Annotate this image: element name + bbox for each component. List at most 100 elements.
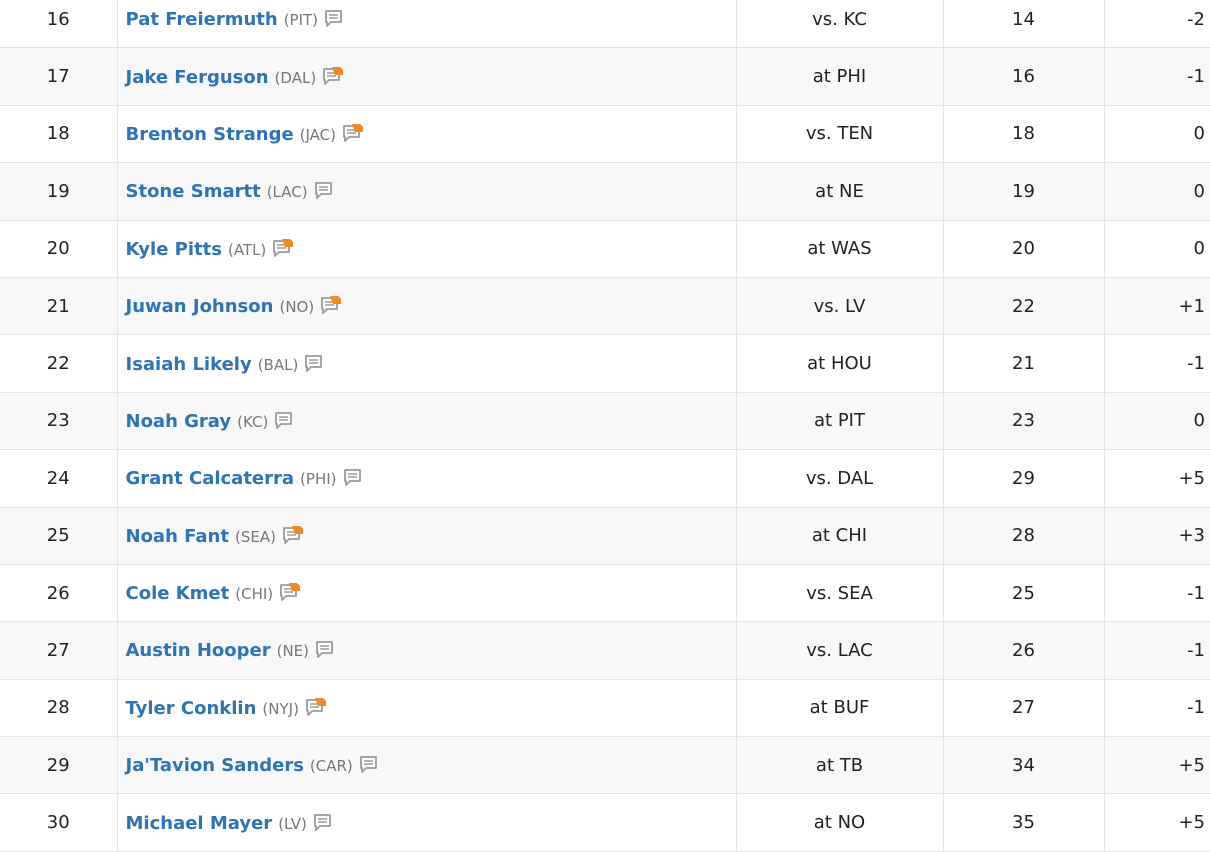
note-new-icon[interactable]: [282, 525, 304, 545]
change-cell: -1: [1104, 564, 1210, 623]
opponent-cell: at BUF: [736, 679, 944, 738]
team-abbr: (CAR): [309, 757, 353, 776]
change-cell: +5: [1104, 449, 1210, 508]
player-cell: Michael Mayer (LV): [117, 793, 737, 852]
projection-cell: 14: [943, 0, 1105, 49]
projection-cell: 28: [943, 507, 1105, 565]
projection-cell: 26: [943, 621, 1105, 680]
change-cell: -1: [1104, 621, 1210, 680]
team-abbr: (JAC): [299, 125, 337, 144]
team-abbr: (CHI): [235, 585, 274, 604]
player-link[interactable]: Noah Fant: [125, 525, 229, 547]
player-link[interactable]: Jake Ferguson: [125, 66, 269, 88]
note-icon[interactable]: [314, 180, 336, 200]
player-link[interactable]: Brenton Strange: [125, 123, 294, 145]
player-cell: Grant Calcaterra (PHI): [117, 449, 737, 508]
player-link[interactable]: Kyle Pitts: [125, 238, 222, 260]
player-cell: Brenton Strange (JAC): [117, 105, 737, 164]
note-icon[interactable]: [343, 467, 365, 487]
rank-cell: 22: [0, 334, 118, 393]
change-cell: 0: [1104, 162, 1210, 221]
table-row: 24 Grant Calcaterra (PHI) vs. DAL 29 +5: [0, 449, 1210, 508]
rank-cell: 25: [0, 507, 118, 565]
opponent-cell: at PHI: [736, 47, 944, 106]
player-cell: Noah Gray (KC): [117, 392, 737, 451]
opponent-cell: at WAS: [736, 220, 944, 278]
change-cell: +1: [1104, 277, 1210, 336]
opponent-cell: at PIT: [736, 392, 944, 451]
change-cell: 0: [1104, 105, 1210, 164]
rank-cell: 23: [0, 392, 118, 451]
player-cell: Juwan Johnson (NO): [117, 277, 737, 336]
player-link[interactable]: Grant Calcaterra: [125, 468, 295, 490]
table-row: 28 Tyler Conklin (NYJ) at BUF 27 -1: [0, 679, 1210, 738]
rank-cell: 26: [0, 564, 118, 623]
player-cell: Ja'Tavion Sanders (CAR): [117, 736, 737, 795]
player-cell: Isaiah Likely (BAL): [117, 334, 737, 393]
player-link[interactable]: Juwan Johnson: [125, 296, 274, 318]
player-link[interactable]: Austin Hooper: [125, 640, 271, 662]
player-link[interactable]: Noah Gray: [125, 410, 232, 432]
rank-cell: 17: [0, 47, 118, 106]
team-abbr: (BAL): [257, 355, 299, 374]
note-new-icon[interactable]: [320, 295, 342, 315]
table-row: 18 Brenton Strange (JAC) vs. TEN 18 0: [0, 105, 1210, 164]
rank-cell: 21: [0, 277, 118, 336]
note-icon[interactable]: [324, 8, 346, 28]
opponent-cell: vs. DAL: [736, 449, 944, 508]
table-row: 30 Michael Mayer (LV) at NO 35 +5: [0, 793, 1210, 852]
rank-cell: 29: [0, 736, 118, 795]
rank-cell: 27: [0, 621, 118, 680]
player-link[interactable]: Tyler Conklin: [125, 697, 257, 719]
player-link[interactable]: Cole Kmet: [125, 583, 230, 605]
opponent-cell: vs. SEA: [736, 564, 944, 623]
team-abbr: (NYJ): [262, 699, 299, 718]
change-cell: 0: [1104, 392, 1210, 451]
projection-cell: 34: [943, 736, 1105, 795]
note-icon[interactable]: [315, 639, 337, 659]
table-row: 20 Kyle Pitts (ATL) at WAS 20 0: [0, 220, 1210, 278]
team-abbr: (SEA): [234, 527, 276, 546]
projection-cell: 20: [943, 220, 1105, 278]
opponent-cell: vs. LAC: [736, 621, 944, 680]
player-link[interactable]: Pat Freiermuth: [125, 9, 278, 31]
projection-cell: 35: [943, 793, 1105, 852]
note-new-icon[interactable]: [305, 697, 327, 717]
player-link[interactable]: Isaiah Likely: [125, 353, 252, 375]
change-cell: -1: [1104, 334, 1210, 393]
table-row: 21 Juwan Johnson (NO) vs. LV 22 +1: [0, 277, 1210, 336]
note-new-icon[interactable]: [272, 238, 294, 258]
table-row: 19 Stone Smartt (LAC) at NE 19 0: [0, 162, 1210, 221]
player-link[interactable]: Michael Mayer: [125, 812, 273, 834]
opponent-cell: at NO: [736, 793, 944, 852]
opponent-cell: at NE: [736, 162, 944, 221]
player-link[interactable]: Stone Smartt: [125, 181, 261, 203]
team-abbr: (LAC): [266, 183, 308, 202]
team-abbr: (LV): [278, 814, 307, 833]
change-cell: +5: [1104, 736, 1210, 795]
team-abbr: (KC): [237, 412, 269, 431]
note-new-icon[interactable]: [279, 582, 301, 602]
table-row: 29 Ja'Tavion Sanders (CAR) at TB 34 +5: [0, 736, 1210, 795]
opponent-cell: vs. LV: [736, 277, 944, 336]
team-abbr: (PIT): [283, 11, 319, 30]
table-row: 17 Jake Ferguson (DAL) at PHI 16 -1: [0, 47, 1210, 106]
player-link[interactable]: Ja'Tavion Sanders: [125, 755, 304, 777]
change-cell: +5: [1104, 793, 1210, 852]
team-abbr: (NE): [276, 642, 309, 661]
rank-cell: 24: [0, 449, 118, 508]
change-cell: +3: [1104, 507, 1210, 565]
change-cell: -1: [1104, 47, 1210, 106]
note-icon[interactable]: [304, 353, 326, 373]
note-icon[interactable]: [313, 812, 335, 832]
opponent-cell: vs. KC: [736, 0, 944, 49]
note-new-icon[interactable]: [342, 123, 364, 143]
note-icon[interactable]: [359, 754, 381, 774]
opponent-cell: vs. TEN: [736, 105, 944, 164]
note-icon[interactable]: [274, 410, 296, 430]
player-cell: Stone Smartt (LAC): [117, 162, 737, 221]
projection-cell: 27: [943, 679, 1105, 738]
note-new-icon[interactable]: [322, 66, 344, 86]
